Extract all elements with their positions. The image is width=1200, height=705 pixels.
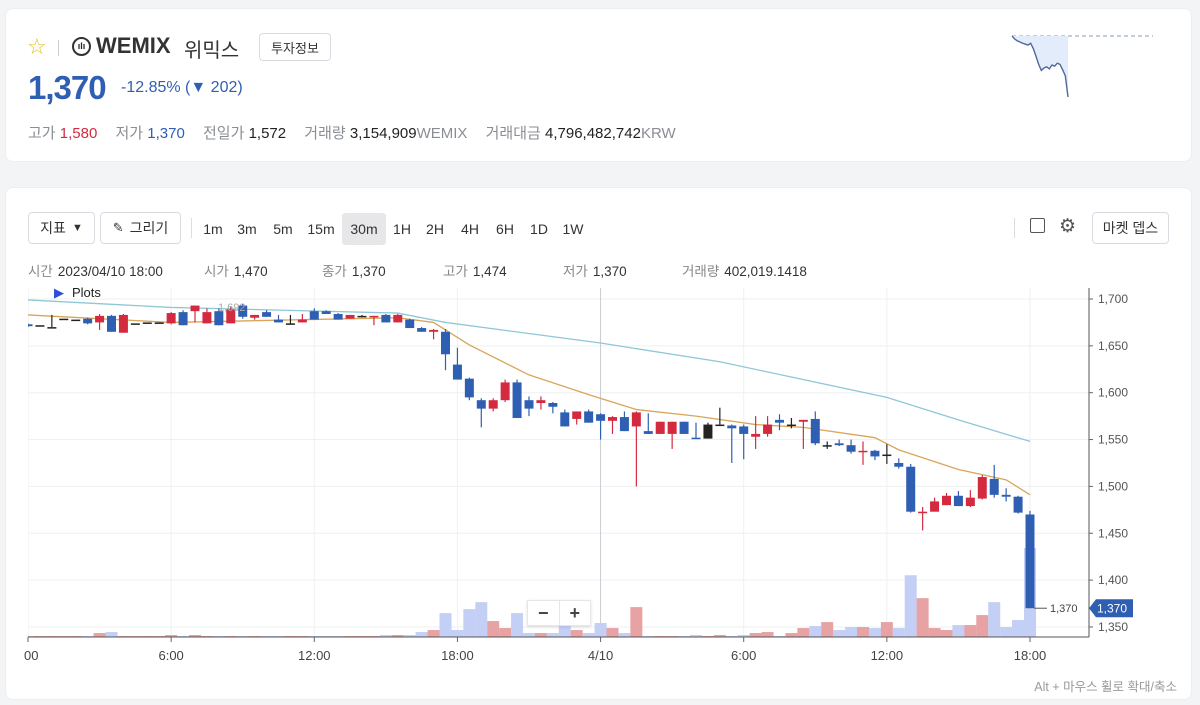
interval-tab-2h[interactable]: 2H [426,221,444,237]
volume-label: 거래량 [304,125,346,142]
low-label: 저가 [115,125,144,142]
interval-tab-1h[interactable]: 1H [393,221,411,237]
plots-label: Plots [72,285,101,300]
zoom-controls: − + [527,600,591,626]
close-label: 종가 [322,264,347,279]
open-value: 1,470 [233,264,268,279]
time-label: 시간 [28,264,53,279]
settings-gear-icon[interactable]: ⚙ [1059,216,1077,237]
zoom-hint: Alt + 마우스 휠로 확대/축소 [1034,680,1177,694]
volume-label: 거래량 [682,264,720,279]
draw-label: 그리기 [129,220,169,236]
interval-tab-1m[interactable]: 1m [203,221,223,237]
interval-tab-3m[interactable]: 3m [237,221,257,237]
trade-value: 4,796,482,742 [545,125,641,142]
toolbar-divider [1014,218,1015,238]
down-arrow-icon: ▼ [190,79,207,96]
high-label: 고가 [28,125,56,142]
caret-down-icon: ▼ [71,222,83,234]
price-change: -12.85% (▼ 202) [121,79,243,97]
prev-label: 전일가 [203,125,245,142]
interval-tab-1w[interactable]: 1W [562,221,584,237]
high-label: 고가 [443,264,468,279]
triangle-right-icon: ▶ [54,285,64,300]
interval-tab-6h[interactable]: 6H [496,221,514,237]
volume-value: 3,154,909 [349,125,417,142]
ticker-summary-card: ☆ ılı WEMIX 위믹스 투자정보 1,370 -12.85% (▼ 20… [5,8,1192,162]
popout-icon[interactable] [1030,218,1045,233]
indicator-dropdown[interactable]: 지표 ▼ [28,212,95,244]
chart-card: 지표 ▼ ✎ 그리기 1m 3m 5m 15m 30m 1H 2H 4H 6H 1D 1W ⚙ 마켓 뎁… [5,187,1192,700]
volume-value: 402,019.1418 [724,264,807,279]
trade-value-unit: KRW [640,125,676,142]
low-label: 저가 [563,264,588,279]
interval-tab-4h[interactable]: 4H [461,221,479,237]
low-value: 1,370 [147,125,185,142]
coin-name-korean: 위믹스 [184,40,240,62]
paren: ) [237,79,243,96]
change-amount: 202 [210,79,238,96]
interval-tab-15m[interactable]: 15m [307,221,335,237]
close-value: 1,370 [351,264,386,279]
stats-row: 고가 1,580 저가 1,370 전일가 1,572 거래량 3,154,90… [28,122,676,143]
current-price: 1,370 [28,69,107,106]
zoom-in-button[interactable]: + [569,603,580,623]
trade-value-label: 거래대금 [485,125,541,142]
interval-tab-30m[interactable]: 30m [342,213,386,245]
toolbar-divider [191,218,192,238]
plots-toggle[interactable]: ▶ Plots [54,285,101,301]
pencil-icon: ✎ [112,220,124,235]
wemix-logo-icon: ılı [72,37,91,56]
high-value: 1,580 [59,125,98,142]
indicator-label: 지표 [40,220,66,236]
interval-tab-1d[interactable]: 1D [530,221,548,237]
zoom-out-button[interactable]: − [528,601,560,625]
interval-tab-5m[interactable]: 5m [273,221,293,237]
market-depth-button[interactable]: 마켓 뎁스 [1092,212,1169,244]
prev-value: 1,572 [248,125,287,142]
change-percent: -12.85% [121,79,181,96]
coin-name: WEMIX [96,33,171,58]
paren: ( [185,79,191,96]
time-value: 2023/04/10 18:00 [57,264,163,279]
open-label: 시가 [204,264,229,279]
low-value: 1,370 [592,264,627,279]
invest-info-button[interactable]: 투자정보 [259,33,331,61]
high-value: 1,474 [472,264,507,279]
divider [58,40,59,56]
draw-button[interactable]: ✎ 그리기 [100,212,181,244]
favorite-star-icon[interactable]: ☆ [27,34,47,59]
volume-unit: WEMIX [416,125,468,142]
